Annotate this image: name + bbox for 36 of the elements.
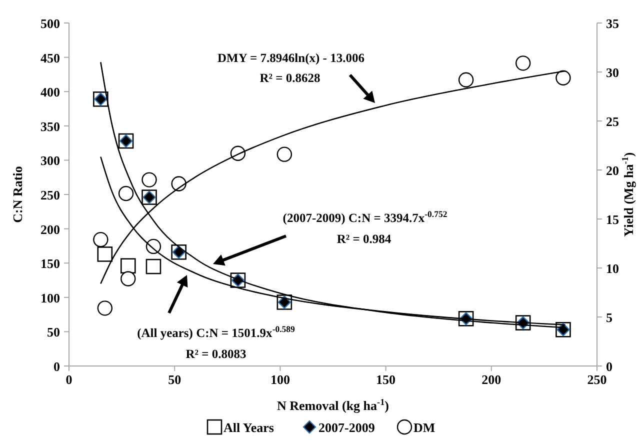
annotation: (2007-2009) C:N = 3394.7x$^{-0.752}$ — [282, 209, 448, 225]
y2-tick-label: 5 — [606, 310, 613, 325]
y-tick-label: 500 — [40, 16, 60, 31]
legend-label: All Years — [224, 420, 274, 435]
y2-tick-label: 35 — [606, 16, 620, 31]
y-tick-label: 250 — [40, 188, 60, 202]
y-tick-label: 100 — [40, 290, 60, 306]
annotation: DMY = 7.8946ln(x) - 13.006 — [218, 51, 364, 65]
y2-tick-label: 30 — [606, 65, 619, 80]
x-tick-label: 100 — [270, 372, 290, 387]
y-tick-label: 150 — [40, 256, 60, 272]
y2-tick-label: 15 — [606, 212, 620, 227]
x-tick-label: 50 — [168, 372, 182, 387]
y2-tick-label: 20 — [606, 163, 619, 178]
x-tick-label: 150 — [376, 372, 396, 387]
annotation: R² = 0.8083 — [186, 347, 246, 361]
y-tick-label: 200 — [40, 222, 60, 237]
legend-label: DM — [414, 420, 436, 435]
x-tick-label: 200 — [482, 372, 502, 387]
annotation: R² = 0.984 — [336, 232, 392, 246]
y2-tick-label: 10 — [606, 261, 619, 276]
annotation: (All years) C:N = 1501.9x$^{-0.589}$ — [137, 324, 296, 340]
y-axis-title: C:N Ratio — [10, 166, 25, 223]
x-axis-title: N Removal (kg ha$^{-1}$) — [277, 397, 389, 413]
x-tick-label: 250 — [587, 372, 607, 387]
y-tick-label: 0 — [54, 359, 60, 374]
y-tick-label: 400 — [40, 84, 60, 100]
y-tick-label: 300 — [40, 153, 60, 168]
y-tick-label: 450 — [40, 50, 60, 66]
y-tick-label: 350 — [40, 118, 60, 134]
y2-tick-label: 25 — [606, 114, 620, 129]
x-tick-label: 0 — [66, 372, 72, 387]
y2-tick-label: 0 — [606, 359, 612, 374]
annotation: R² = 0.8628 — [260, 71, 320, 85]
y-tick-label: 50 — [47, 324, 60, 340]
legend-label: 2007-2009 — [318, 420, 376, 435]
